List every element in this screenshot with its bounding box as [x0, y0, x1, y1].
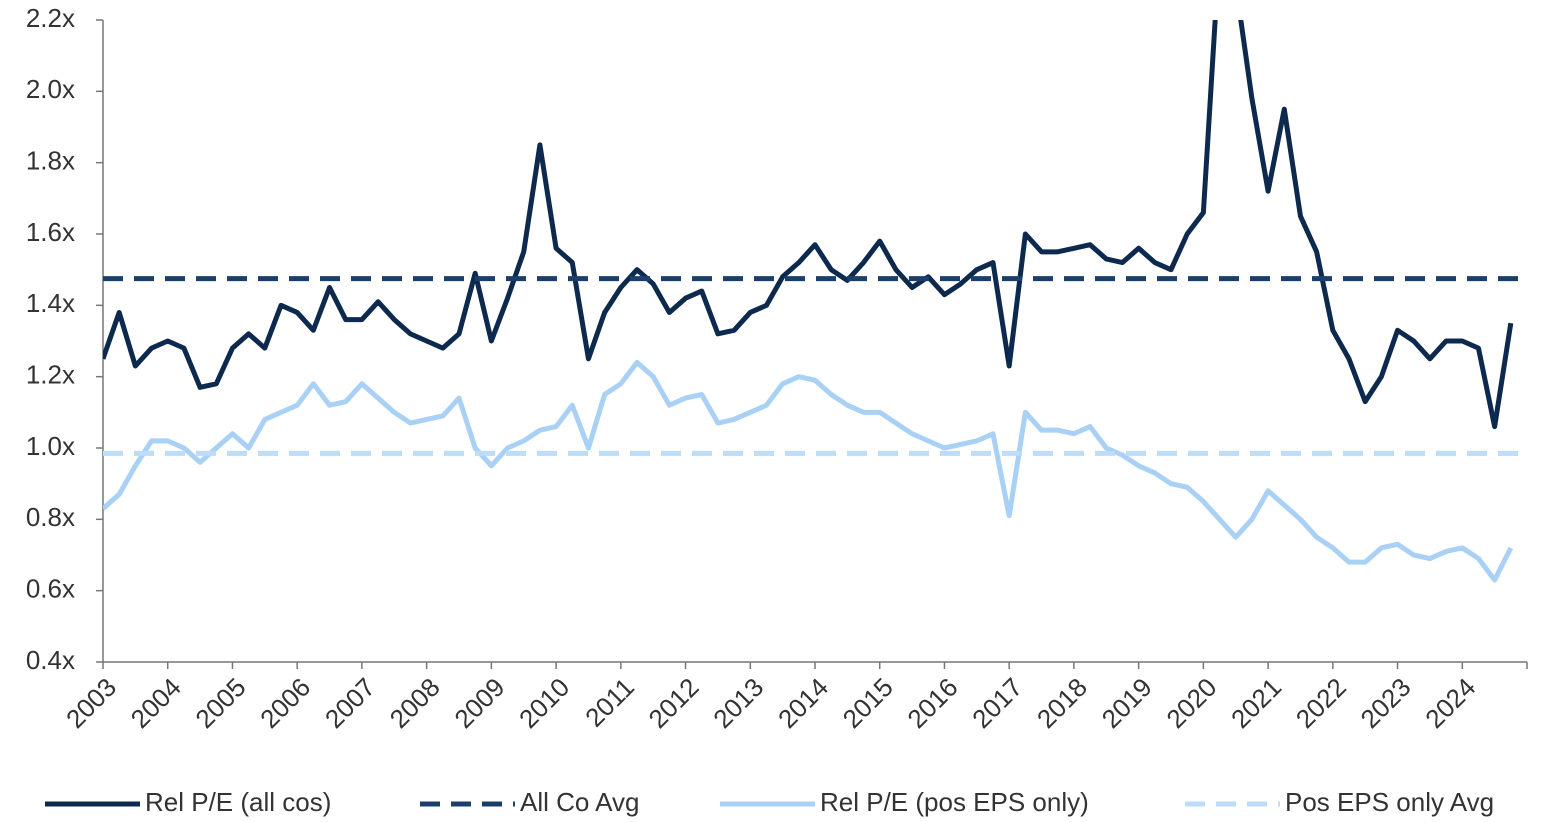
plot-area — [103, 20, 1527, 583]
axes: 0.4x 0.6x 0.8x 1.0x 1.2x 1.4x 1.6x 1.8x 2.0x 2.2x… — [26, 3, 1528, 734]
y-tick-label: 1.0x — [26, 431, 75, 461]
x-tick-label: 2020 — [1160, 672, 1222, 734]
y-tick-label: 1.8x — [26, 146, 75, 176]
x-tick-label: 2007 — [319, 672, 381, 734]
x-tick-label: 2022 — [1290, 672, 1352, 734]
x-tick-label: 2004 — [125, 672, 187, 734]
x-tick-label: 2018 — [1031, 672, 1093, 734]
y-tick-label: 1.6x — [26, 217, 75, 247]
legend-label: Pos EPS only Avg — [1285, 787, 1494, 817]
x-tick-label: 2023 — [1355, 672, 1417, 734]
legend-label: Rel P/E (pos EPS only) — [820, 787, 1089, 817]
x-tick-label: 2019 — [1096, 672, 1158, 734]
legend-label: All Co Avg — [520, 787, 639, 817]
x-tick-label: 2010 — [513, 672, 575, 734]
y-tick-label: 0.6x — [26, 574, 75, 604]
y-tick-label: 2.0x — [26, 74, 75, 104]
x-tick-label: 2012 — [643, 672, 705, 734]
x-tick-label: 2015 — [837, 672, 899, 734]
series-line — [103, 20, 1514, 430]
y-tick-label: 1.4x — [26, 288, 75, 318]
x-tick-label: 2009 — [448, 672, 510, 734]
x-tick-label: 2003 — [60, 672, 122, 734]
x-tick-label: 2017 — [966, 672, 1028, 734]
x-tick-label: 2021 — [1225, 672, 1287, 734]
x-tick-label: 2008 — [384, 672, 446, 734]
legend-label: Rel P/E (all cos) — [145, 787, 331, 817]
x-tick-label: 2016 — [901, 672, 963, 734]
x-tick-label: 2014 — [772, 672, 834, 734]
y-tick-label: 0.4x — [26, 645, 75, 675]
x-tick-label: 2011 — [579, 672, 640, 733]
x-tick-label: 2013 — [707, 672, 769, 734]
y-tick-label: 2.2x — [26, 3, 75, 33]
series-line — [103, 359, 1514, 583]
y-tick-label: 0.8x — [26, 502, 75, 532]
x-tick-label: 2005 — [189, 672, 251, 734]
x-tick-label: 2006 — [254, 672, 316, 734]
legend: Rel P/E (all cos) All Co Avg Rel P/E (pos … — [45, 787, 1494, 817]
x-tick-label: 2024 — [1419, 672, 1481, 734]
y-tick-label: 1.2x — [26, 360, 75, 390]
